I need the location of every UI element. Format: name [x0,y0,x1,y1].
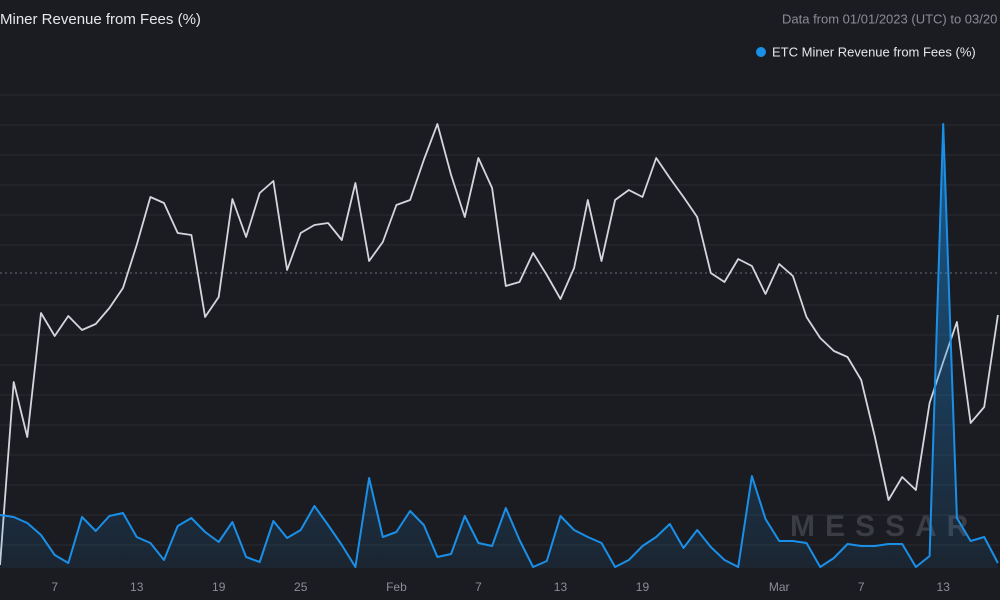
x-tick-label: 13 [130,580,144,594]
x-tick-label: 25 [294,580,308,594]
x-tick-label: 13 [554,580,568,594]
x-tick-label: 19 [636,580,650,594]
x-tick-label: 7 [51,580,58,594]
x-tick-label: 19 [212,580,226,594]
x-tick-label: Feb [386,580,407,594]
x-tick-label: 7 [858,580,865,594]
legend-swatch [756,47,766,57]
series-area [0,124,998,568]
grid [0,94,1000,546]
series-line [0,123,999,568]
chart-title: Miner Revenue from Fees (%) [0,11,201,28]
x-tick-label: 7 [475,580,482,594]
x-tick-label: 13 [937,580,951,594]
x-tick-label: Mar [769,580,790,594]
series-line [0,123,999,566]
date-range: Data from 01/01/2023 (UTC) to 03/20 [782,11,997,26]
legend-label[interactable]: ETC Miner Revenue from Fees (%) [772,44,976,59]
